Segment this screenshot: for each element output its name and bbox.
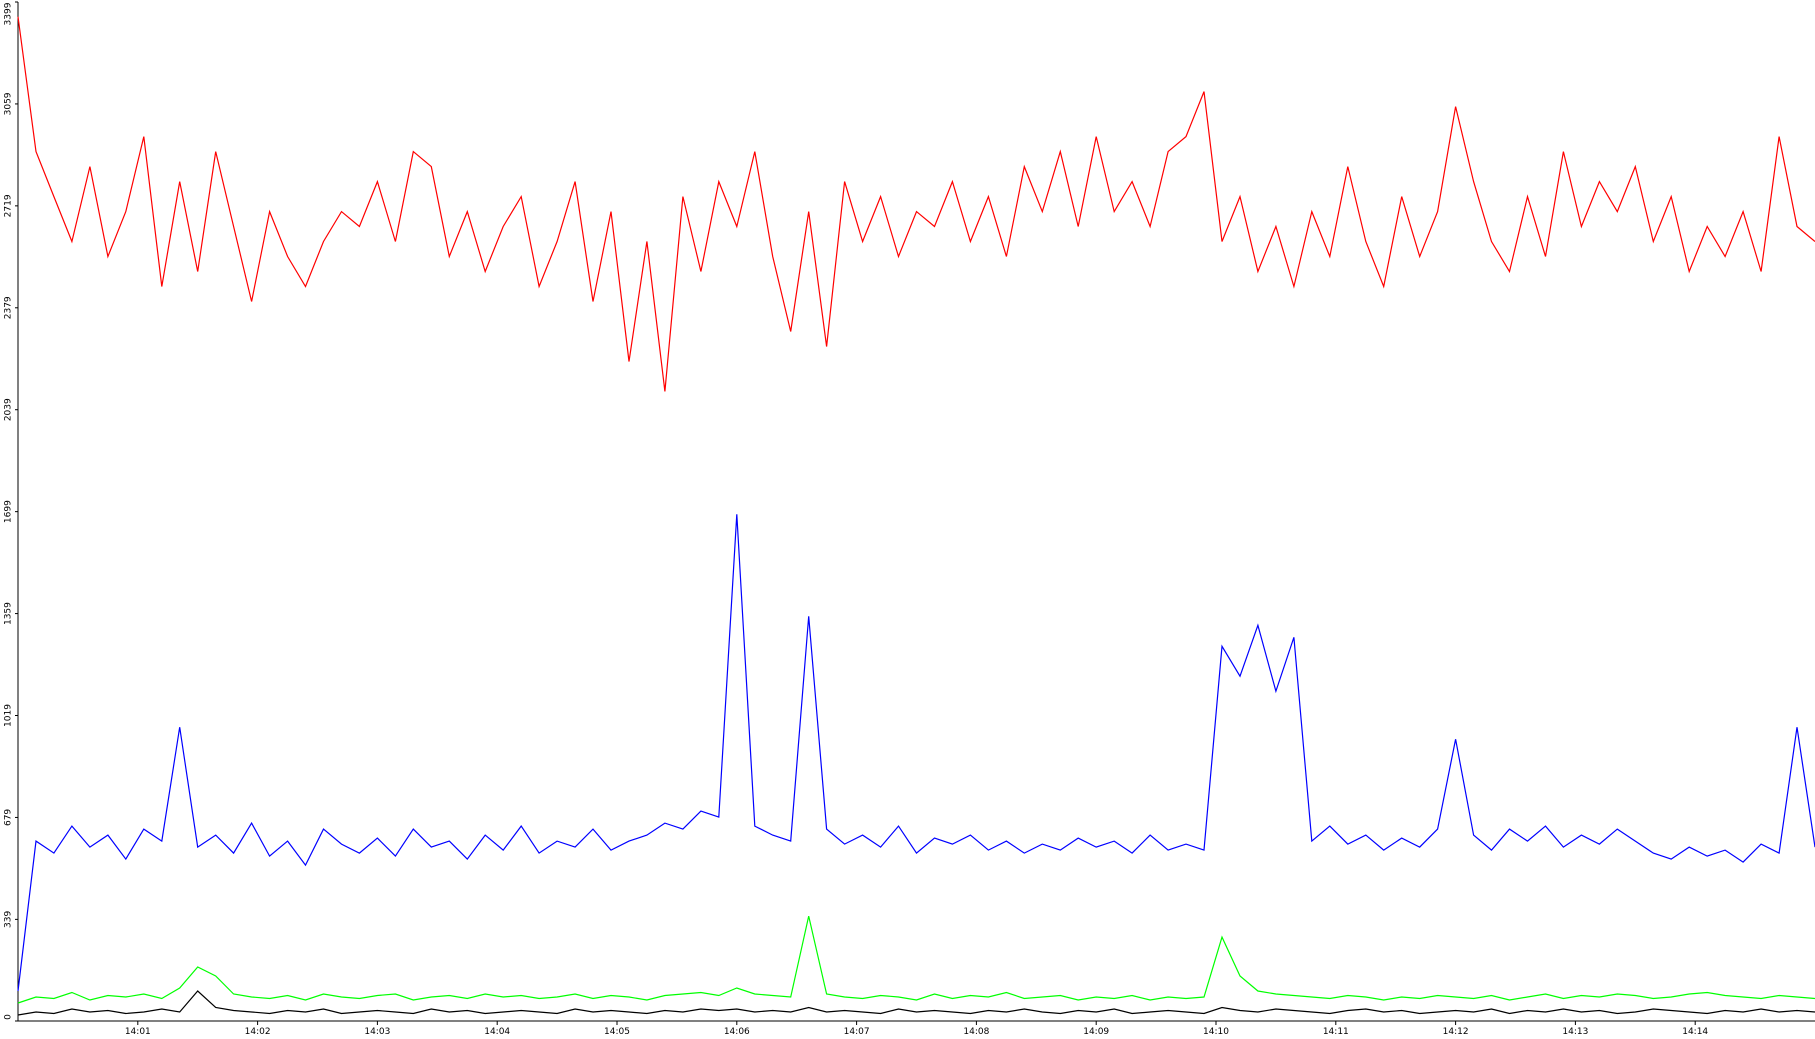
y-tick-label: 679 <box>4 809 14 826</box>
y-tick-label: 2719 <box>4 194 14 217</box>
x-tick-label: 14:12 <box>1443 1027 1469 1037</box>
series-line <box>17 915 1815 1004</box>
series-line <box>17 990 1815 1016</box>
x-tick-label: 14:13 <box>1562 1027 1588 1037</box>
y-tick-label: 2039 <box>4 398 14 421</box>
series-line <box>17 514 1815 992</box>
y-tick-label: 1019 <box>4 704 14 727</box>
y-tick-label: 3059 <box>4 92 14 115</box>
x-tick-label: 14:04 <box>484 1027 510 1037</box>
x-tick-label: 14:14 <box>1682 1027 1708 1037</box>
x-tick-label: 14:03 <box>364 1027 390 1037</box>
x-tick-label: 14:11 <box>1323 1027 1349 1037</box>
series-line <box>17 16 1815 392</box>
y-tick-label: 0 <box>4 1014 14 1020</box>
y-tick-label: 2379 <box>4 296 14 319</box>
x-tick-label: 14:01 <box>125 1027 151 1037</box>
x-tick-label: 14:06 <box>724 1027 750 1037</box>
x-tick-label: 14:07 <box>844 1027 870 1037</box>
x-tick-label: 14:05 <box>604 1027 630 1037</box>
y-tick-label: 1359 <box>4 602 14 625</box>
x-tick-label: 14:10 <box>1203 1027 1229 1037</box>
x-tick-label: 14:02 <box>245 1027 271 1037</box>
y-tick-label: 1699 <box>4 500 14 523</box>
y-tick-label: 339 <box>4 911 14 928</box>
x-tick-label: 14:09 <box>1083 1027 1109 1037</box>
y-tick-label: 3399 <box>4 2 14 25</box>
x-tick-label: 14:08 <box>963 1027 989 1037</box>
